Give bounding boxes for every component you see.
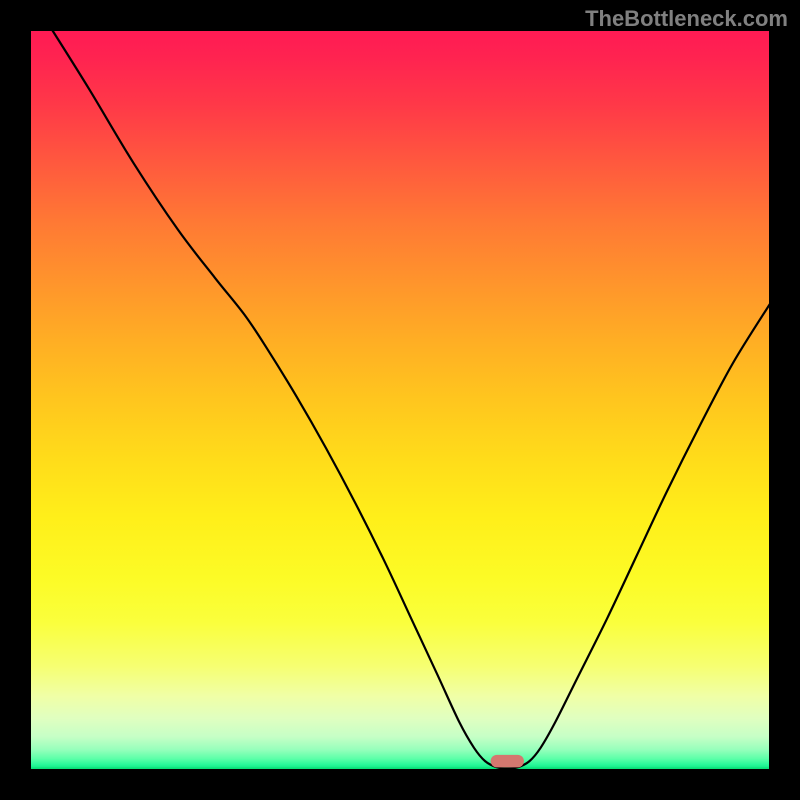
chart-background — [30, 30, 770, 770]
bottleneck-chart — [30, 30, 770, 770]
watermark-text: TheBottleneck.com — [585, 6, 788, 32]
chart-svg — [30, 30, 770, 770]
optimal-marker — [491, 755, 524, 768]
